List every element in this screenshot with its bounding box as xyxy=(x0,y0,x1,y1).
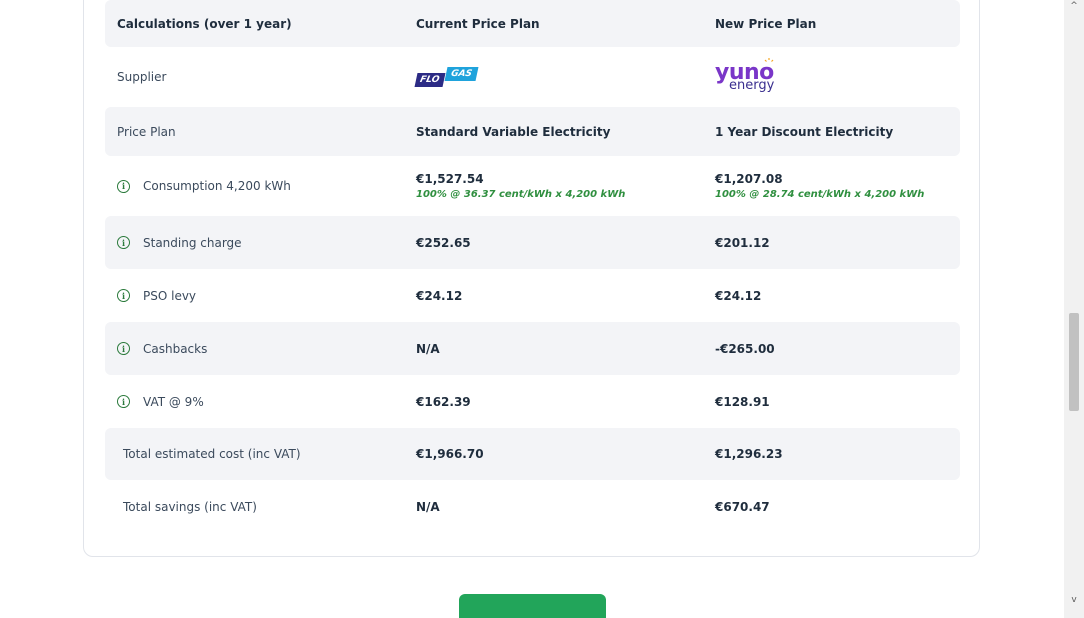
table-row-vat: i VAT @ 9% €162.39 €128.91 xyxy=(105,375,960,428)
flogas-logo-flo: FLO xyxy=(414,72,446,87)
standing-charge-cell: i Standing charge xyxy=(117,236,242,250)
standing-charge-label: Standing charge xyxy=(143,235,242,250)
standing-charge-current: €252.65 xyxy=(416,235,471,250)
consumption-label: Consumption 4,200 kWh xyxy=(143,179,291,193)
header-new-plan: New Price Plan xyxy=(715,16,817,31)
cashbacks-label: Cashbacks xyxy=(143,341,208,356)
cashbacks-cell: i Cashbacks xyxy=(117,342,207,356)
vat-current: €162.39 xyxy=(416,394,471,409)
scrollbar-thumb[interactable] xyxy=(1069,313,1079,411)
price-plan-current: Standard Variable Electricity xyxy=(416,124,611,139)
cashbacks-new: -€265.00 xyxy=(715,341,775,356)
consumption-cell: i Consumption 4,200 kWh xyxy=(117,179,291,193)
header-current-plan: Current Price Plan xyxy=(416,16,540,31)
vat-label: VAT @ 9% xyxy=(143,394,204,409)
info-icon[interactable]: i xyxy=(117,395,130,408)
consumption-new-cell: €1,207.08 100% @ 28.74 cent/kWh x 4,200 … xyxy=(715,172,924,200)
total-cost-label: Total estimated cost (inc VAT) xyxy=(123,447,301,461)
table-row-supplier: Supplier FLO GAS yuno energy xyxy=(105,47,960,107)
table-row-total-savings: Total savings (inc VAT) N/A €670.47 xyxy=(105,480,960,533)
table-row-pso-levy: i PSO levy €24.12 €24.12 xyxy=(105,269,960,322)
yuno-energy-logo: yuno energy xyxy=(715,58,775,93)
scroll-up-icon[interactable]: ^ xyxy=(1070,1,1078,11)
table-row-cashbacks: i Cashbacks N/A -€265.00 xyxy=(105,322,960,375)
table-row-price-plan: Price Plan Standard Variable Electricity… xyxy=(105,107,960,156)
energy-logo-text: energy xyxy=(729,78,775,93)
total-cost-current: €1,966.70 xyxy=(416,447,484,461)
flogas-logo-gas: GAS xyxy=(444,67,479,81)
scrollbar[interactable]: ^ v xyxy=(1064,0,1084,618)
consumption-current-cell: €1,527.54 100% @ 36.37 cent/kWh x 4,200 … xyxy=(416,172,625,200)
yuno-logo-text: yuno xyxy=(715,60,774,85)
total-savings-new: €670.47 xyxy=(715,499,770,514)
consumption-new-value: €1,207.08 xyxy=(715,172,783,186)
table-row-consumption: i Consumption 4,200 kWh €1,527.54 100% @… xyxy=(105,156,960,216)
info-icon[interactable]: i xyxy=(117,179,130,193)
standing-charge-new: €201.12 xyxy=(715,235,770,250)
scroll-down-icon[interactable]: v xyxy=(1071,595,1077,605)
cashbacks-current: N/A xyxy=(416,341,440,356)
vat-new: €128.91 xyxy=(715,394,770,409)
flogas-logo: FLO GAS xyxy=(414,67,479,87)
pso-levy-label: PSO levy xyxy=(143,288,197,303)
pso-levy-cell: i PSO levy xyxy=(117,289,196,303)
total-savings-label: Total savings (inc VAT) xyxy=(123,499,257,514)
info-icon[interactable]: i xyxy=(117,342,130,355)
switch-button[interactable] xyxy=(459,594,606,618)
supplier-label: Supplier xyxy=(117,70,167,84)
vat-cell: i VAT @ 9% xyxy=(117,395,204,409)
pso-levy-new: €24.12 xyxy=(715,288,762,303)
total-cost-new: €1,296.23 xyxy=(715,447,783,461)
table-row-standing-charge: i Standing charge €252.65 €201.12 xyxy=(105,216,960,269)
price-plan-label: Price Plan xyxy=(117,124,176,139)
price-plan-new: 1 Year Discount Electricity xyxy=(715,124,894,139)
yuno-sun-icon xyxy=(764,58,774,62)
total-savings-current: N/A xyxy=(416,499,440,514)
consumption-current-value: €1,527.54 xyxy=(416,172,484,186)
table-row-total-cost: Total estimated cost (inc VAT) €1,966.70… xyxy=(105,428,960,480)
header-calculations: Calculations (over 1 year) xyxy=(117,16,292,31)
info-icon[interactable]: i xyxy=(117,236,130,249)
table-header-row: Calculations (over 1 year) Current Price… xyxy=(105,0,960,47)
info-icon[interactable]: i xyxy=(117,289,130,302)
consumption-new-detail: 100% @ 28.74 cent/kWh x 4,200 kWh xyxy=(715,189,925,200)
pso-levy-current: €24.12 xyxy=(416,288,463,303)
consumption-current-detail: 100% @ 36.37 cent/kWh x 4,200 kWh xyxy=(416,189,626,200)
